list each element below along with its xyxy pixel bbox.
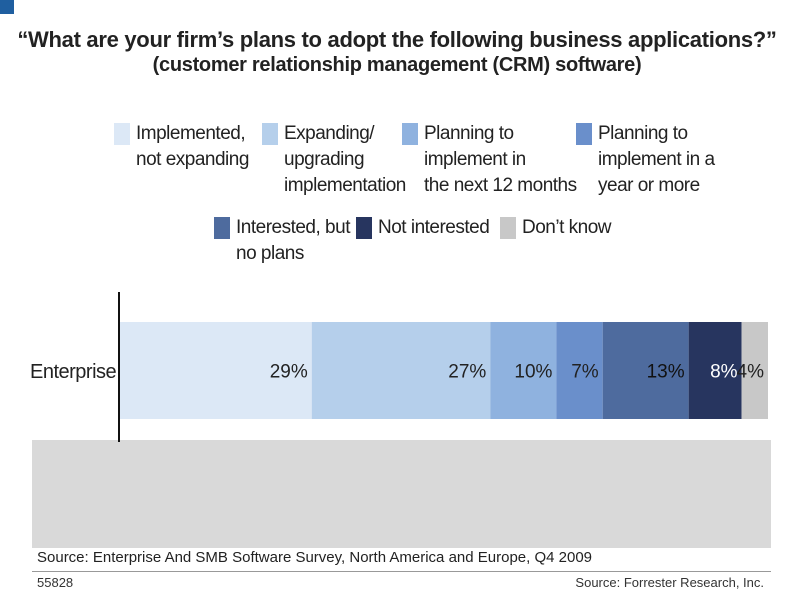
bar-value-label-1: 29%	[270, 362, 308, 383]
bar-segment-1	[120, 322, 312, 419]
chart-title: “What are your firm’s plans to adopt the…	[17, 27, 777, 52]
legend-item-interested: Interested, but no plans	[214, 215, 350, 267]
legend-swatch	[114, 123, 130, 145]
bar-segment-7	[741, 322, 768, 419]
legend-swatch	[500, 217, 516, 239]
company-source: Source: Forrester Research, Inc.	[575, 575, 764, 590]
bar-value-label-6: 8%	[710, 362, 738, 383]
figure-id: 55828	[37, 575, 74, 590]
legend-item-implemented: Implemented, not expanding	[114, 121, 249, 173]
category-label-enterprise: Enterprise	[30, 361, 117, 383]
legend-item-not-interested: Not interested	[356, 215, 490, 241]
footer-panel	[32, 440, 771, 548]
footer-divider	[32, 571, 771, 572]
bar-value-label-7: 4%	[737, 362, 765, 383]
legend-label: Implemented, not expanding	[136, 123, 249, 170]
legend-label: Planning to implement in the next 12 mon…	[424, 123, 577, 196]
y-axis-line	[118, 292, 120, 442]
bar-value-label-2: 27%	[448, 362, 486, 383]
bar-value-label-5: 13%	[647, 362, 685, 383]
legend-label: Planning to implement in a year or more	[598, 123, 715, 196]
legend-swatch	[402, 123, 418, 145]
legend-label: Expanding/ upgrading implementation	[284, 123, 406, 196]
legend-swatch	[576, 123, 592, 145]
legend-swatch	[262, 123, 278, 145]
legend-item-planning-year: Planning to implement in a year or more	[576, 121, 715, 199]
survey-source: Source: Enterprise And SMB Software Surv…	[37, 549, 593, 566]
bar-value-label-4: 7%	[571, 362, 599, 383]
legend-item-dont-know: Don’t know	[500, 215, 612, 241]
legend-swatch	[356, 217, 372, 239]
legend-item-planning-12mo: Planning to implement in the next 12 mon…	[402, 121, 577, 199]
bar-segment-5	[602, 322, 689, 419]
bar-segment-2	[311, 322, 491, 419]
legend-label: Don’t know	[522, 217, 612, 238]
legend-item-expanding: Expanding/ upgrading implementation	[262, 121, 406, 199]
legend-swatch	[214, 217, 230, 239]
bar-segment-6	[688, 322, 742, 419]
corner-accent	[0, 0, 14, 14]
legend-label: Interested, but no plans	[236, 217, 350, 264]
bar-value-label-3: 10%	[514, 362, 552, 383]
chart-subtitle: (customer relationship management (CRM) …	[152, 54, 642, 76]
bar-segment-4	[556, 322, 603, 419]
bar-segment-3	[490, 322, 557, 419]
legend-label: Not interested	[378, 217, 490, 238]
